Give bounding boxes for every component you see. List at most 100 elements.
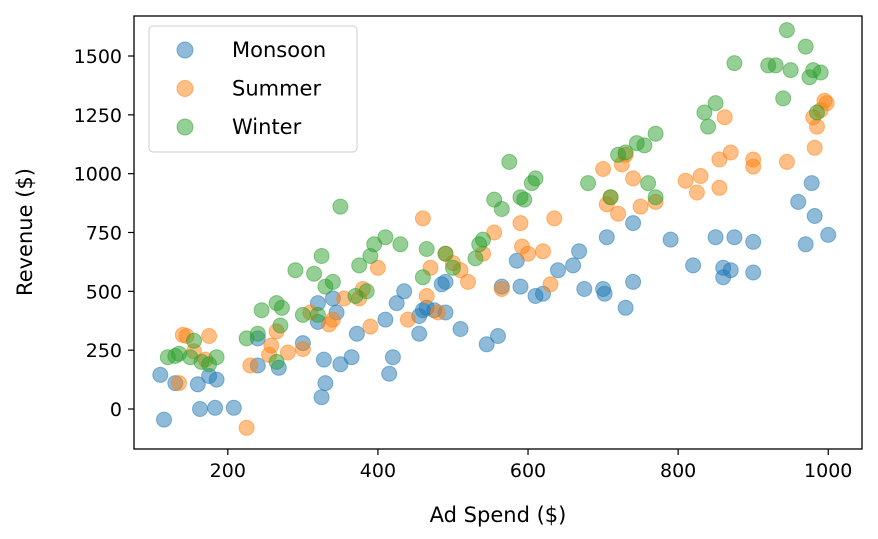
data-point xyxy=(726,229,743,246)
data-point xyxy=(576,281,593,297)
data-point xyxy=(527,170,544,187)
data-point xyxy=(602,189,619,206)
data-point xyxy=(411,325,428,342)
data-point xyxy=(287,262,304,279)
data-point xyxy=(767,57,784,74)
y-tick-label: 1500 xyxy=(74,46,122,68)
data-point xyxy=(452,321,469,337)
data-point xyxy=(812,64,829,81)
legend-entries: Monsoon Summer Winter xyxy=(176,38,326,139)
x-tick-label: 1000 xyxy=(804,460,852,482)
x-tick-label: 200 xyxy=(210,460,246,482)
data-point xyxy=(688,184,705,201)
data-point xyxy=(351,257,368,274)
data-point xyxy=(571,243,588,260)
data-point xyxy=(189,376,206,393)
legend-marker xyxy=(176,80,194,97)
data-point xyxy=(809,104,825,121)
data-point xyxy=(647,189,664,206)
data-point xyxy=(332,198,349,215)
data-point xyxy=(797,236,814,253)
data-point xyxy=(640,175,657,192)
data-point xyxy=(818,95,835,112)
data-point xyxy=(377,229,394,246)
data-point xyxy=(242,357,259,374)
x-axis-label: Ad Spend ($) xyxy=(430,503,567,527)
x-ticks: 200 400 600 800 1000 xyxy=(210,449,852,482)
data-point xyxy=(414,210,431,227)
data-point xyxy=(490,328,506,344)
data-point xyxy=(186,332,202,349)
data-point xyxy=(809,118,825,135)
x-tick-label: 400 xyxy=(360,460,396,482)
data-point xyxy=(745,264,762,281)
data-point xyxy=(152,366,169,383)
data-point xyxy=(625,273,642,290)
data-point xyxy=(381,365,398,382)
legend-label: Monsoon xyxy=(232,38,326,62)
data-point xyxy=(249,325,266,342)
data-point xyxy=(512,215,529,232)
data-point xyxy=(238,419,255,436)
data-point xyxy=(700,118,717,135)
data-point xyxy=(595,161,612,177)
data-point xyxy=(803,175,820,192)
data-point xyxy=(806,208,823,224)
data-point xyxy=(820,226,837,243)
data-point xyxy=(542,276,559,293)
data-point xyxy=(610,205,627,222)
x-tick-label: 600 xyxy=(510,460,546,482)
data-point xyxy=(707,229,724,246)
data-point xyxy=(294,341,311,357)
data-point xyxy=(309,306,326,323)
data-point xyxy=(273,299,290,316)
data-point xyxy=(263,337,280,354)
data-point xyxy=(445,259,461,276)
data-point xyxy=(493,201,510,217)
data-point xyxy=(388,295,405,312)
series-winter xyxy=(159,22,829,373)
data-point xyxy=(565,257,582,274)
data-point xyxy=(493,281,510,297)
data-point xyxy=(348,325,365,342)
data-point xyxy=(414,269,431,286)
data-point xyxy=(486,224,503,241)
data-point xyxy=(726,55,743,72)
data-point xyxy=(313,389,330,406)
data-point xyxy=(268,353,285,370)
data-point xyxy=(475,231,491,248)
data-point xyxy=(343,349,360,366)
data-point xyxy=(313,248,330,264)
points-layer xyxy=(152,22,837,436)
data-point xyxy=(711,179,728,196)
data-point xyxy=(369,259,386,276)
y-tick-label: 1250 xyxy=(74,105,122,127)
data-point xyxy=(225,399,242,416)
data-point xyxy=(384,349,401,366)
y-tick-label: 1000 xyxy=(74,164,122,186)
y-tick-label: 0 xyxy=(110,399,122,421)
data-point xyxy=(625,215,642,232)
data-point xyxy=(171,375,187,392)
data-point xyxy=(632,198,649,215)
y-tick-label: 750 xyxy=(86,223,122,245)
data-point xyxy=(722,262,739,279)
data-point xyxy=(716,109,733,126)
data-point xyxy=(778,153,795,170)
series-monsoon xyxy=(152,175,837,428)
data-point xyxy=(156,411,172,428)
data-point xyxy=(677,172,694,189)
data-point xyxy=(745,233,762,250)
data-point xyxy=(253,302,270,319)
data-point xyxy=(662,231,679,248)
y-tick-label: 250 xyxy=(86,340,122,362)
data-point xyxy=(778,22,795,39)
data-point xyxy=(306,265,323,282)
data-point xyxy=(396,283,413,300)
data-point xyxy=(782,62,799,79)
data-point xyxy=(437,245,454,262)
data-point xyxy=(430,304,446,321)
x-tick-label: 800 xyxy=(660,460,696,482)
data-point xyxy=(501,153,518,170)
